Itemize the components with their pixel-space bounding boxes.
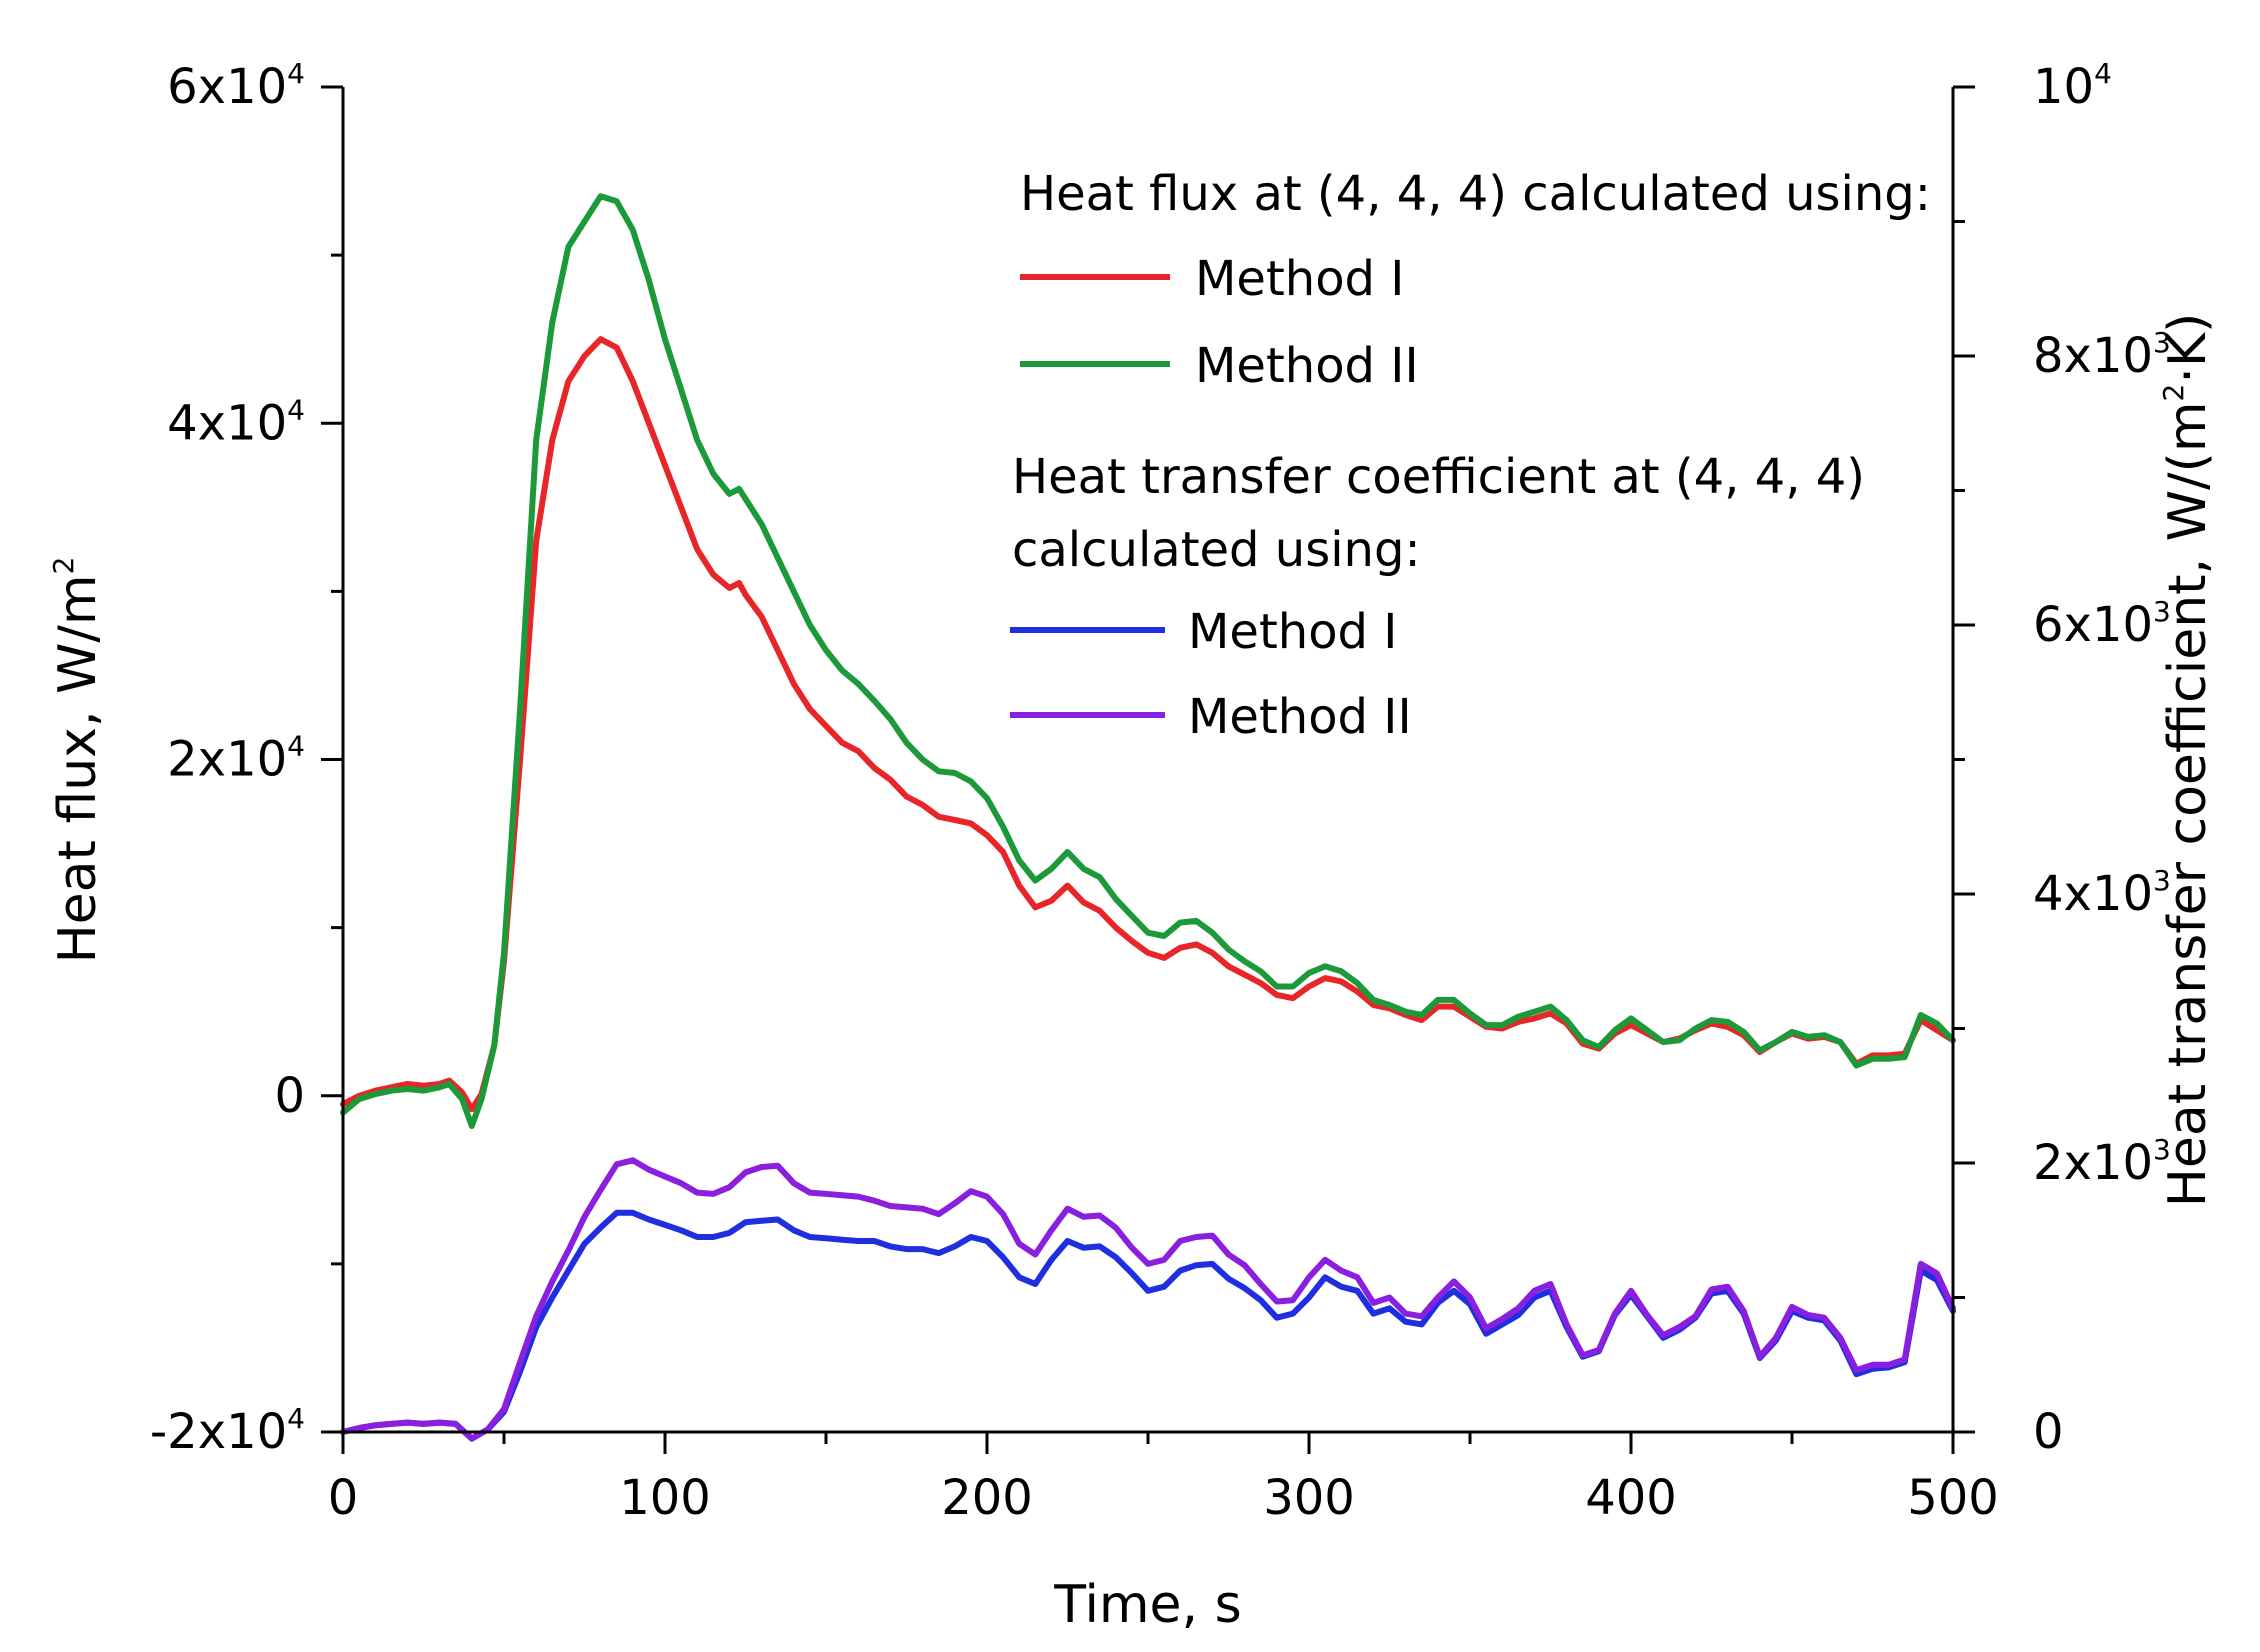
legend-group1-title: Heat flux at (4, 4, 4) calculated using: (1020, 166, 1931, 222)
y-left-tick-label: 0 (274, 1068, 305, 1124)
x-tick-label: 100 (619, 1470, 711, 1526)
y-right-tick-label: 4x103 (2033, 864, 2171, 922)
axes-group (341, 87, 1955, 1434)
y-right-tick-label: 2x103 (2033, 1133, 2171, 1191)
series-line-htc-method-2 (340, 1157, 1956, 1442)
legend-label-heat-flux-method-1: Method I (1195, 251, 1404, 307)
series-group (340, 193, 1956, 1442)
x-axis-label: Time, s (1053, 1575, 1241, 1635)
x-tick-label: 400 (1585, 1470, 1677, 1526)
series-line-htc-method-1 (340, 1209, 1956, 1442)
x-tick-label: 500 (1907, 1470, 1999, 1526)
series-line-heat-flux-method-2 (340, 193, 1956, 1129)
legend-label-heat-flux-method-2: Method II (1195, 338, 1419, 394)
y-axis-left-label-text: Heat flux, W/m (48, 574, 108, 963)
y-axis-right-label: Heat transfer coefficient, W/(m2·K) (2157, 313, 2218, 1208)
y-axis-left-label: Heat flux, W/m2 (47, 557, 108, 964)
y-axis-left-label-sup: 2 (47, 557, 80, 575)
x-tick-label: 0 (328, 1470, 359, 1526)
legend: Heat flux at (4, 4, 4) calculated using:… (1010, 166, 1931, 745)
y-left-tick-label: 2x104 (167, 730, 305, 788)
legend-group2-title-line1: Heat transfer coefficient at (4, 4, 4) (1012, 449, 1865, 505)
y-right-tick-label: 6x103 (2033, 595, 2171, 653)
y-left-tick-label: -2x104 (150, 1402, 305, 1460)
y-right-tick-label: 8x103 (2033, 326, 2171, 384)
legend-group2-title-line2: calculated using: (1012, 522, 1421, 578)
y-axis-right-label-suffix: ·K) (2158, 313, 2218, 384)
y-left-tick-label: 6x104 (167, 57, 305, 115)
x-tick-label: 200 (941, 1470, 1033, 1526)
y-left-tick-label: 4x104 (167, 393, 305, 451)
ticks-group: 0 100 200 300 400 500 -2x104 0 2x104 4x104 6x104 0 2… (150, 57, 2171, 1526)
y-right-tick-label: 104 (2033, 57, 2112, 115)
legend-label-htc-method-1: Method I (1188, 604, 1397, 660)
y-right-tick-label: 0 (2033, 1404, 2064, 1460)
y-axis-right-label-text: Heat transfer coefficient, W/(m (2158, 402, 2218, 1208)
legend-label-htc-method-2: Method II (1188, 689, 1412, 745)
x-tick-label: 300 (1263, 1470, 1355, 1526)
y-axis-right-label-sup: 2 (2157, 384, 2190, 402)
